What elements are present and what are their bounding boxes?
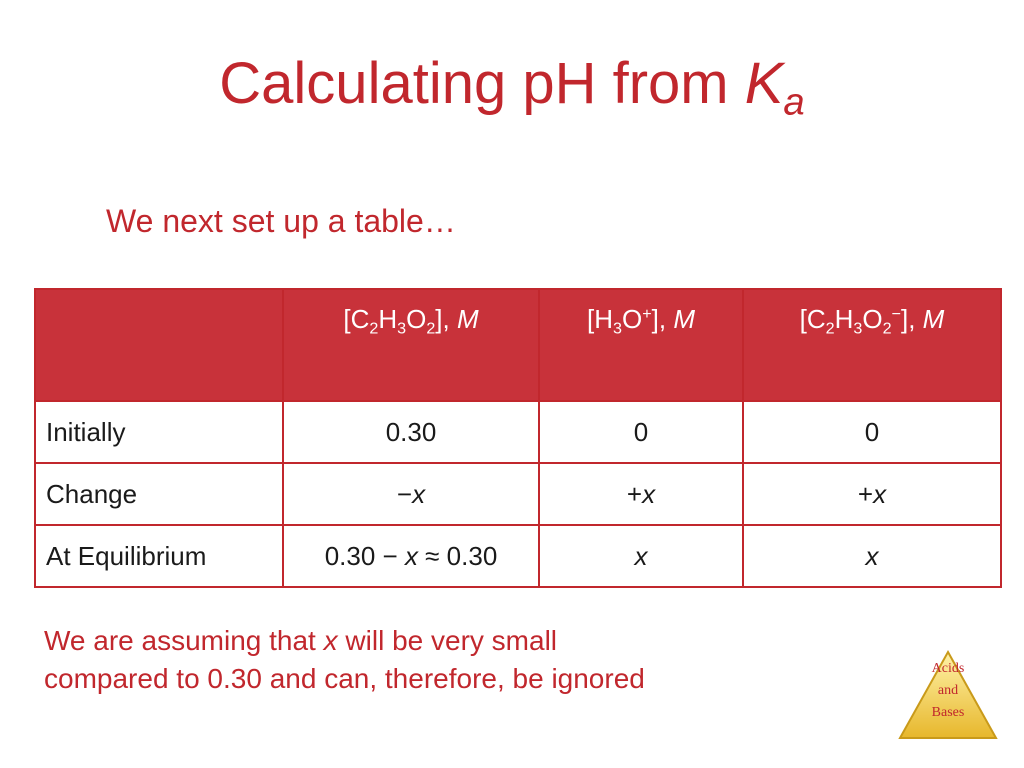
assumption-note: We are assuming that x will be very smal… <box>44 622 645 698</box>
table-row-equilibrium: At Equilibrium 0.30 − x ≈ 0.30 x x <box>34 524 1002 588</box>
badge-line-1: Acids <box>931 661 965 676</box>
table-row-initially: Initially 0.30 0 0 <box>34 400 1002 464</box>
slide-subtitle: We next set up a table… <box>106 203 456 239</box>
title-a-subscript: a <box>783 80 805 124</box>
slide-title: Calculating pH from Ka <box>219 51 805 124</box>
cell-value: +x <box>538 462 744 526</box>
note-line-1: We are assuming that x will be very smal… <box>44 625 558 656</box>
cell-value: +x <box>742 462 1002 526</box>
row-label: At Equilibrium <box>34 524 284 588</box>
row-label: Initially <box>34 400 284 464</box>
table-row-change: Change −x +x +x <box>34 462 1002 526</box>
header-acetate: [C2H3O2−], M <box>742 288 1002 402</box>
header-empty-cell <box>34 288 284 402</box>
header-hydronium: [H3O+], M <box>538 288 744 402</box>
cell-value: −x <box>282 462 540 526</box>
cell-value: 0 <box>538 400 744 464</box>
header-acetic-acid: [C2H3O2], M <box>282 288 540 402</box>
ice-table: [C2H3O2], M [H3O+], M [C2H3O2−], M Initi… <box>34 288 1002 588</box>
cell-value: x <box>538 524 744 588</box>
row-label: Change <box>34 462 284 526</box>
cell-value: 0.30 <box>282 400 540 464</box>
badge-line-3: Bases <box>931 705 965 720</box>
badge-line-2: and <box>937 683 959 698</box>
table-header-row: [C2H3O2], M [H3O+], M [C2H3O2−], M <box>34 288 1002 402</box>
title-k: K <box>744 51 784 116</box>
cell-value: x <box>742 524 1002 588</box>
acids-bases-triangle-logo: Acids and Bases <box>896 646 1000 746</box>
cell-value: 0 <box>742 400 1002 464</box>
note-line-2: compared to 0.30 and can, therefore, be … <box>44 663 645 694</box>
cell-value: 0.30 − x ≈ 0.30 <box>282 524 540 588</box>
triangle-icon <box>898 649 998 739</box>
